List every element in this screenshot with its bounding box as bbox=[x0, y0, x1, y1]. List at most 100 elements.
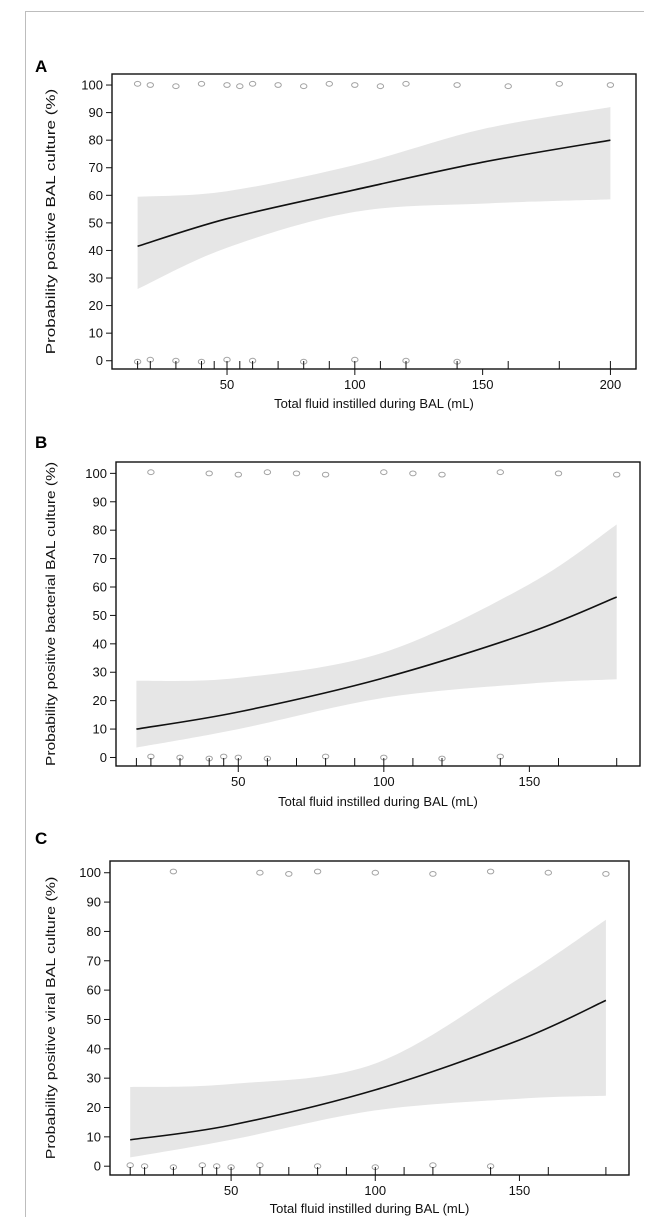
x-tick-label: 100 bbox=[344, 377, 366, 392]
observation-point bbox=[256, 869, 264, 876]
y-tick-label: 100 bbox=[79, 865, 101, 880]
y-tick-label: 60 bbox=[89, 188, 103, 203]
observation-point bbox=[169, 868, 178, 875]
observation-point bbox=[351, 82, 359, 88]
y-tick-label: 20 bbox=[93, 693, 107, 708]
x-tick-label: 100 bbox=[373, 774, 395, 789]
x-axis-title: Total fluid instilled during BAL (mL) bbox=[278, 794, 478, 809]
plot-frame bbox=[111, 73, 637, 370]
observation-point bbox=[376, 83, 385, 90]
x-tick-label: 50 bbox=[224, 1183, 238, 1198]
y-tick-label: 80 bbox=[89, 133, 103, 148]
observation-point bbox=[429, 1162, 437, 1169]
x-axis-title: Total fluid instilled during BAL (mL) bbox=[270, 1201, 470, 1216]
y-tick-label: 100 bbox=[85, 466, 107, 481]
x-axis-title: Total fluid instilled during BAL (mL) bbox=[274, 396, 474, 411]
observation-point bbox=[544, 869, 552, 876]
fitted-line bbox=[137, 139, 611, 248]
observation-point bbox=[172, 83, 180, 90]
y-tick-label: 60 bbox=[93, 580, 107, 595]
observation-point bbox=[205, 470, 213, 477]
y-tick-label: 10 bbox=[89, 326, 103, 341]
y-tick-label: 30 bbox=[87, 1071, 101, 1086]
y-tick-label: 40 bbox=[89, 243, 103, 258]
y-tick-label: 70 bbox=[87, 953, 101, 968]
panel-letter-b: B bbox=[35, 433, 47, 452]
y-tick-label: 0 bbox=[94, 1159, 101, 1174]
observation-point bbox=[285, 871, 293, 877]
y-tick-label: 70 bbox=[93, 551, 107, 566]
x-tick-label: 50 bbox=[220, 377, 234, 392]
x-tick-label: 150 bbox=[472, 377, 494, 392]
observation-point bbox=[380, 469, 388, 476]
observation-point bbox=[256, 1162, 264, 1169]
y-tick-label: 50 bbox=[87, 1012, 101, 1027]
y-tick-label: 20 bbox=[87, 1100, 101, 1115]
y-tick-label: 100 bbox=[81, 78, 103, 93]
y-tick-label: 40 bbox=[93, 636, 107, 651]
observation-point bbox=[486, 868, 495, 875]
y-tick-label: 60 bbox=[87, 983, 101, 998]
y-tick-label: 30 bbox=[93, 665, 107, 680]
y-tick-label: 90 bbox=[93, 494, 107, 509]
observation-point bbox=[613, 471, 621, 478]
y-tick-label: 0 bbox=[100, 750, 107, 765]
y-tick-label: 90 bbox=[89, 105, 103, 120]
observation-point bbox=[146, 82, 155, 88]
fitted-line bbox=[130, 999, 607, 1141]
observation-point bbox=[248, 80, 257, 87]
observation-point bbox=[274, 82, 282, 88]
plot-frame bbox=[109, 860, 630, 1176]
observation-point bbox=[321, 471, 330, 478]
y-axis-title: Probability positive BAL culture (%) bbox=[43, 89, 58, 355]
observation-point bbox=[429, 871, 437, 877]
observation-point bbox=[263, 469, 272, 476]
y-tick-label: 30 bbox=[89, 271, 103, 286]
observation-point bbox=[198, 1162, 207, 1169]
y-tick-label: 40 bbox=[87, 1041, 101, 1056]
observation-point bbox=[197, 80, 206, 87]
observation-point bbox=[371, 869, 379, 876]
x-tick-label: 100 bbox=[364, 1183, 386, 1198]
y-tick-label: 50 bbox=[89, 215, 103, 230]
y-tick-label: 10 bbox=[87, 1129, 101, 1144]
observation-point bbox=[147, 469, 155, 476]
confidence-band bbox=[137, 107, 611, 289]
confidence-band bbox=[130, 919, 606, 1158]
x-tick-label: 200 bbox=[600, 377, 622, 392]
observation-point bbox=[300, 83, 308, 90]
y-tick-label: 50 bbox=[93, 608, 107, 623]
observation-point bbox=[313, 868, 322, 875]
page-top-border bbox=[25, 11, 644, 12]
y-tick-label: 20 bbox=[89, 298, 103, 313]
observation-point bbox=[234, 471, 243, 478]
observation-point bbox=[133, 80, 142, 87]
observation-point bbox=[438, 471, 446, 478]
y-tick-label: 10 bbox=[93, 722, 107, 737]
observation-point bbox=[409, 470, 417, 477]
observation-point bbox=[402, 80, 410, 87]
observation-point bbox=[126, 1162, 134, 1169]
observation-point bbox=[504, 83, 512, 90]
x-tick-label: 50 bbox=[231, 774, 245, 789]
x-tick-label: 150 bbox=[519, 774, 541, 789]
observation-point bbox=[236, 83, 244, 90]
y-tick-label: 0 bbox=[96, 353, 103, 368]
observation-point bbox=[496, 469, 504, 476]
observation-point bbox=[292, 470, 301, 477]
observation-point bbox=[554, 470, 563, 477]
observation-point bbox=[453, 82, 461, 88]
y-tick-label: 80 bbox=[87, 924, 101, 939]
y-tick-label: 80 bbox=[93, 523, 107, 538]
observation-point bbox=[325, 80, 333, 87]
observation-point bbox=[223, 82, 231, 88]
y-tick-label: 70 bbox=[89, 160, 103, 175]
y-axis-title: Probability positive bacterial BAL cultu… bbox=[43, 462, 58, 766]
observation-point bbox=[606, 82, 615, 88]
fitted-line bbox=[136, 596, 618, 730]
observation-point bbox=[602, 871, 610, 877]
y-tick-label: 90 bbox=[87, 895, 101, 910]
plot-frame bbox=[115, 461, 641, 767]
y-axis-title: Probability positive viral BAL culture (… bbox=[43, 877, 58, 1160]
